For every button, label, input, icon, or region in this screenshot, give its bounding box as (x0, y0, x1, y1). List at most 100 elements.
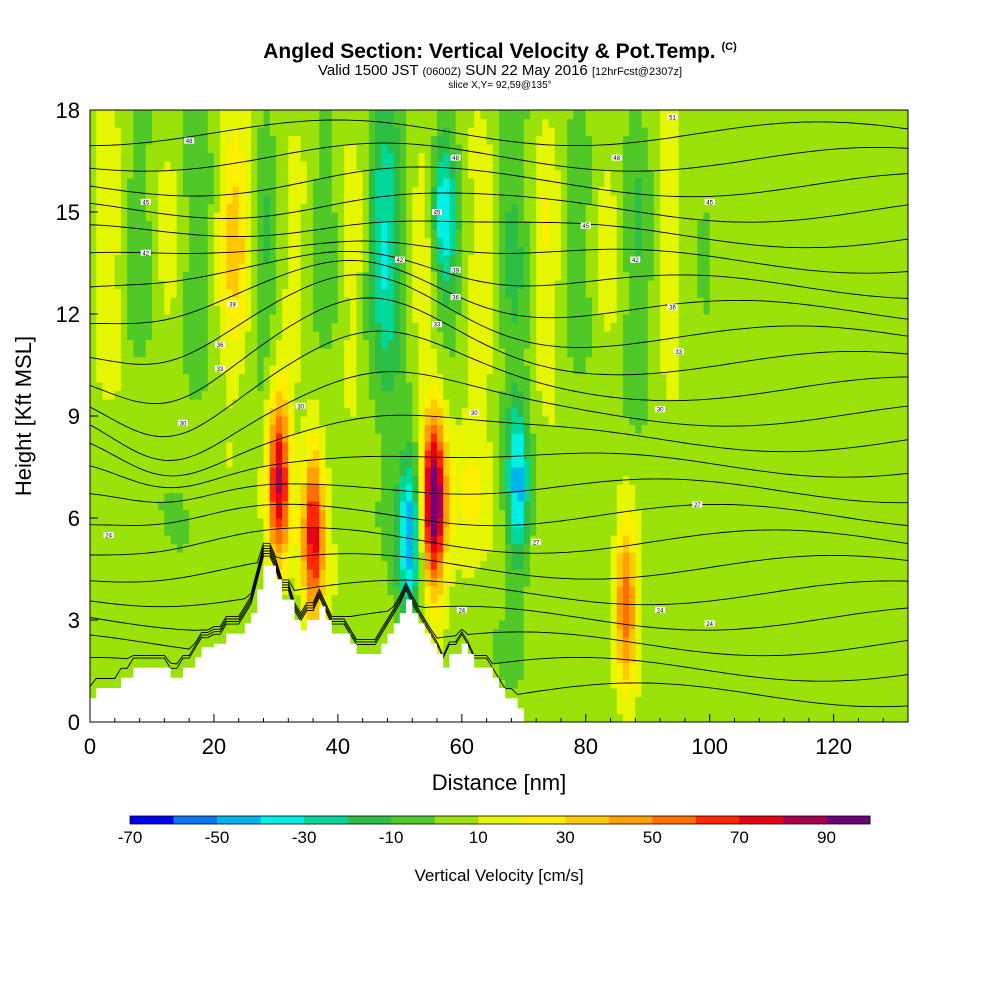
velocity-cell (300, 586, 308, 596)
velocity-cell (176, 577, 184, 587)
velocity-cell (468, 339, 475, 349)
velocity-cell (499, 475, 506, 485)
velocity-cell (282, 195, 289, 205)
velocity-cell (139, 475, 147, 485)
velocity-cell (437, 560, 444, 570)
velocity-cell (114, 229, 122, 239)
velocity-cell (120, 560, 128, 570)
velocity-cell (406, 484, 413, 494)
velocity-cell (145, 339, 153, 349)
velocity-cell (294, 594, 302, 604)
velocity-cell (406, 365, 413, 375)
velocity-cell (455, 424, 463, 434)
velocity-cell (499, 254, 506, 264)
velocity-cell (356, 152, 364, 162)
velocity-cell (251, 203, 258, 213)
velocity-cell (418, 144, 426, 154)
velocity-cell (176, 552, 184, 562)
velocity-cell (511, 280, 519, 290)
velocity-cell (306, 552, 314, 562)
velocity-cell (437, 501, 444, 511)
velocity-cell (232, 271, 240, 281)
velocity-cell (158, 135, 165, 145)
velocity-cell (511, 467, 519, 477)
velocity-cell (207, 450, 215, 460)
velocity-cell (505, 450, 512, 460)
velocity-cell (381, 637, 389, 647)
velocity-cell (418, 577, 426, 587)
velocity-cell (362, 509, 370, 519)
velocity-cell (151, 441, 159, 451)
velocity-cell (306, 237, 314, 247)
velocity-cell (313, 339, 320, 349)
velocity-cell (430, 186, 438, 196)
velocity-cell (189, 484, 196, 494)
velocity-cell (139, 637, 147, 647)
velocity-cell (424, 246, 432, 256)
velocity-cell (151, 637, 159, 647)
velocity-cell (263, 501, 271, 511)
velocity-cell (220, 484, 227, 494)
velocity-cell (381, 594, 389, 604)
velocity-cell (108, 169, 116, 179)
velocity-cell (220, 416, 227, 426)
velocity-cell (251, 492, 258, 502)
velocity-cell (220, 382, 227, 392)
velocity-cell (226, 543, 234, 553)
velocity-cell (133, 144, 141, 154)
velocity-cell (195, 127, 203, 137)
velocity-cell (145, 475, 153, 485)
velocity-cell (120, 118, 128, 128)
velocity-cell (468, 118, 475, 128)
velocity-cell (306, 407, 314, 417)
velocity-cell (480, 212, 488, 222)
velocity-cell (288, 552, 296, 562)
velocity-cell (325, 594, 333, 604)
velocity-cell (461, 407, 469, 417)
velocity-cell (461, 577, 469, 587)
velocity-cell (375, 169, 382, 179)
velocity-cell (331, 288, 339, 298)
velocity-cell (201, 220, 209, 230)
velocity-cell (213, 195, 221, 205)
velocity-cell (275, 161, 283, 171)
velocity-cell (263, 450, 271, 460)
velocity-cell (275, 135, 283, 145)
velocity-cell (319, 339, 327, 349)
velocity-cell (399, 467, 407, 477)
velocity-cell (424, 373, 432, 383)
velocity-cell (505, 535, 512, 545)
velocity-cell (368, 322, 376, 332)
velocity-cell (430, 212, 438, 222)
velocity-cell (313, 569, 320, 579)
velocity-cell (102, 637, 110, 647)
velocity-cell (275, 331, 283, 341)
velocity-cell (127, 526, 134, 536)
velocity-cell (102, 518, 110, 528)
velocity-cell (275, 373, 283, 383)
velocity-cell (362, 492, 370, 502)
velocity-cell (275, 518, 283, 528)
velocity-cell (226, 110, 234, 120)
velocity-cell (226, 118, 234, 128)
velocity-cell (499, 212, 506, 222)
velocity-cell (189, 297, 196, 307)
velocity-cell (480, 331, 488, 341)
velocity-cell (238, 331, 246, 341)
velocity-cell (331, 586, 339, 596)
velocity-cell (313, 492, 320, 502)
velocity-cell (492, 297, 500, 307)
velocity-cell (176, 220, 184, 230)
velocity-cell (300, 416, 308, 426)
velocity-cell (492, 246, 500, 256)
velocity-cell (226, 603, 234, 613)
velocity-cell (108, 679, 116, 689)
velocity-cell (511, 603, 519, 613)
velocity-cell (158, 280, 165, 290)
velocity-cell (170, 535, 178, 545)
velocity-cell (164, 484, 172, 494)
velocity-cell (158, 611, 165, 621)
velocity-cell (263, 458, 271, 468)
velocity-cell (350, 382, 358, 392)
velocity-cell (96, 390, 103, 400)
